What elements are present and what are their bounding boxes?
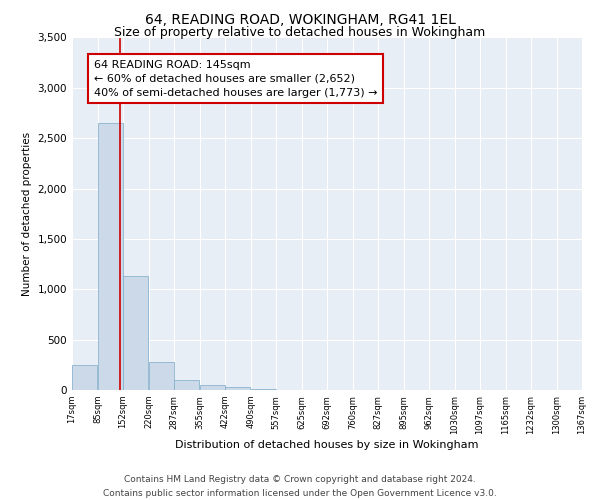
Bar xyxy=(72,365,97,390)
X-axis label: Distribution of detached houses by size in Wokingham: Distribution of detached houses by size … xyxy=(175,440,479,450)
Bar xyxy=(98,123,123,390)
Text: 64, READING ROAD, WOKINGHAM, RG41 1EL: 64, READING ROAD, WOKINGHAM, RG41 1EL xyxy=(145,12,455,26)
Text: 64 READING ROAD: 145sqm
← 60% of detached houses are smaller (2,652)
40% of semi: 64 READING ROAD: 145sqm ← 60% of detache… xyxy=(94,60,377,98)
Bar xyxy=(225,387,250,390)
Y-axis label: Number of detached properties: Number of detached properties xyxy=(22,132,32,296)
Bar xyxy=(174,380,199,390)
Bar xyxy=(149,362,174,390)
Bar xyxy=(200,385,225,390)
Text: Contains HM Land Registry data © Crown copyright and database right 2024.
Contai: Contains HM Land Registry data © Crown c… xyxy=(103,476,497,498)
Bar xyxy=(123,276,148,390)
Text: Size of property relative to detached houses in Wokingham: Size of property relative to detached ho… xyxy=(115,26,485,39)
